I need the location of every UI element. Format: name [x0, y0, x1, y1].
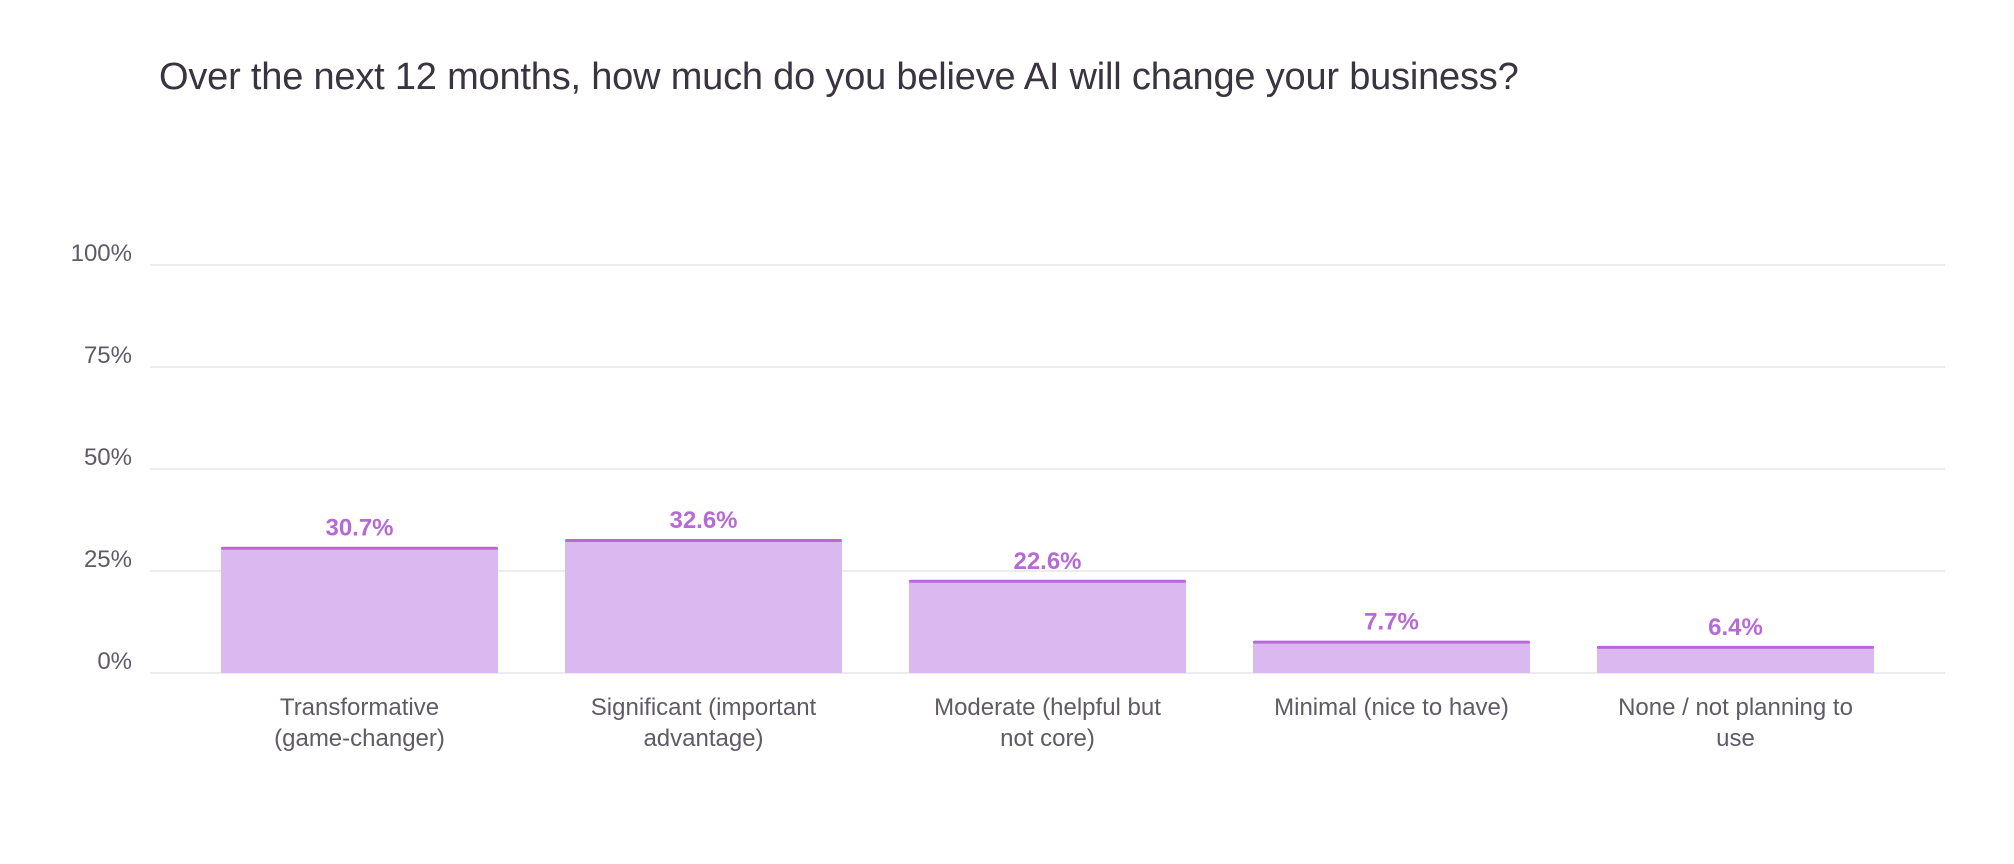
bar: [909, 580, 1186, 673]
bar-top-edge: [1597, 645, 1874, 649]
chart-title: Over the next 12 months, how much do you…: [159, 56, 1519, 98]
data-label: 32.6%: [669, 507, 737, 534]
x-tick-label: use: [1716, 725, 1755, 752]
x-tick-label: not core): [1000, 725, 1095, 752]
x-tick-label: None / not planning to: [1618, 694, 1853, 721]
data-label: 30.7%: [325, 515, 393, 542]
x-tick-label: Transformative: [280, 694, 439, 721]
y-tick-label: 25%: [84, 546, 132, 573]
x-tick-label: (game-changer): [274, 725, 445, 752]
x-tick-label: Moderate (helpful but: [934, 694, 1161, 721]
y-tick-label: 0%: [97, 648, 132, 675]
data-label: 7.7%: [1364, 609, 1419, 636]
y-tick-label: 100%: [71, 240, 132, 267]
data-label: 6.4%: [1708, 614, 1763, 641]
x-tick-label: Significant (important: [591, 694, 817, 721]
data-label: 22.6%: [1013, 548, 1081, 575]
x-tick-label: Minimal (nice to have): [1274, 694, 1509, 721]
bar: [565, 539, 842, 673]
bar: [1253, 641, 1530, 673]
bar-top-edge: [221, 546, 498, 550]
bar: [1597, 646, 1874, 673]
bar-top-edge: [1253, 640, 1530, 644]
bar-top-edge: [909, 579, 1186, 583]
bar-top-edge: [565, 538, 842, 542]
y-tick-label: 75%: [84, 342, 132, 369]
bar: [221, 547, 498, 673]
y-tick-label: 50%: [84, 444, 132, 471]
x-tick-label: advantage): [643, 725, 763, 752]
